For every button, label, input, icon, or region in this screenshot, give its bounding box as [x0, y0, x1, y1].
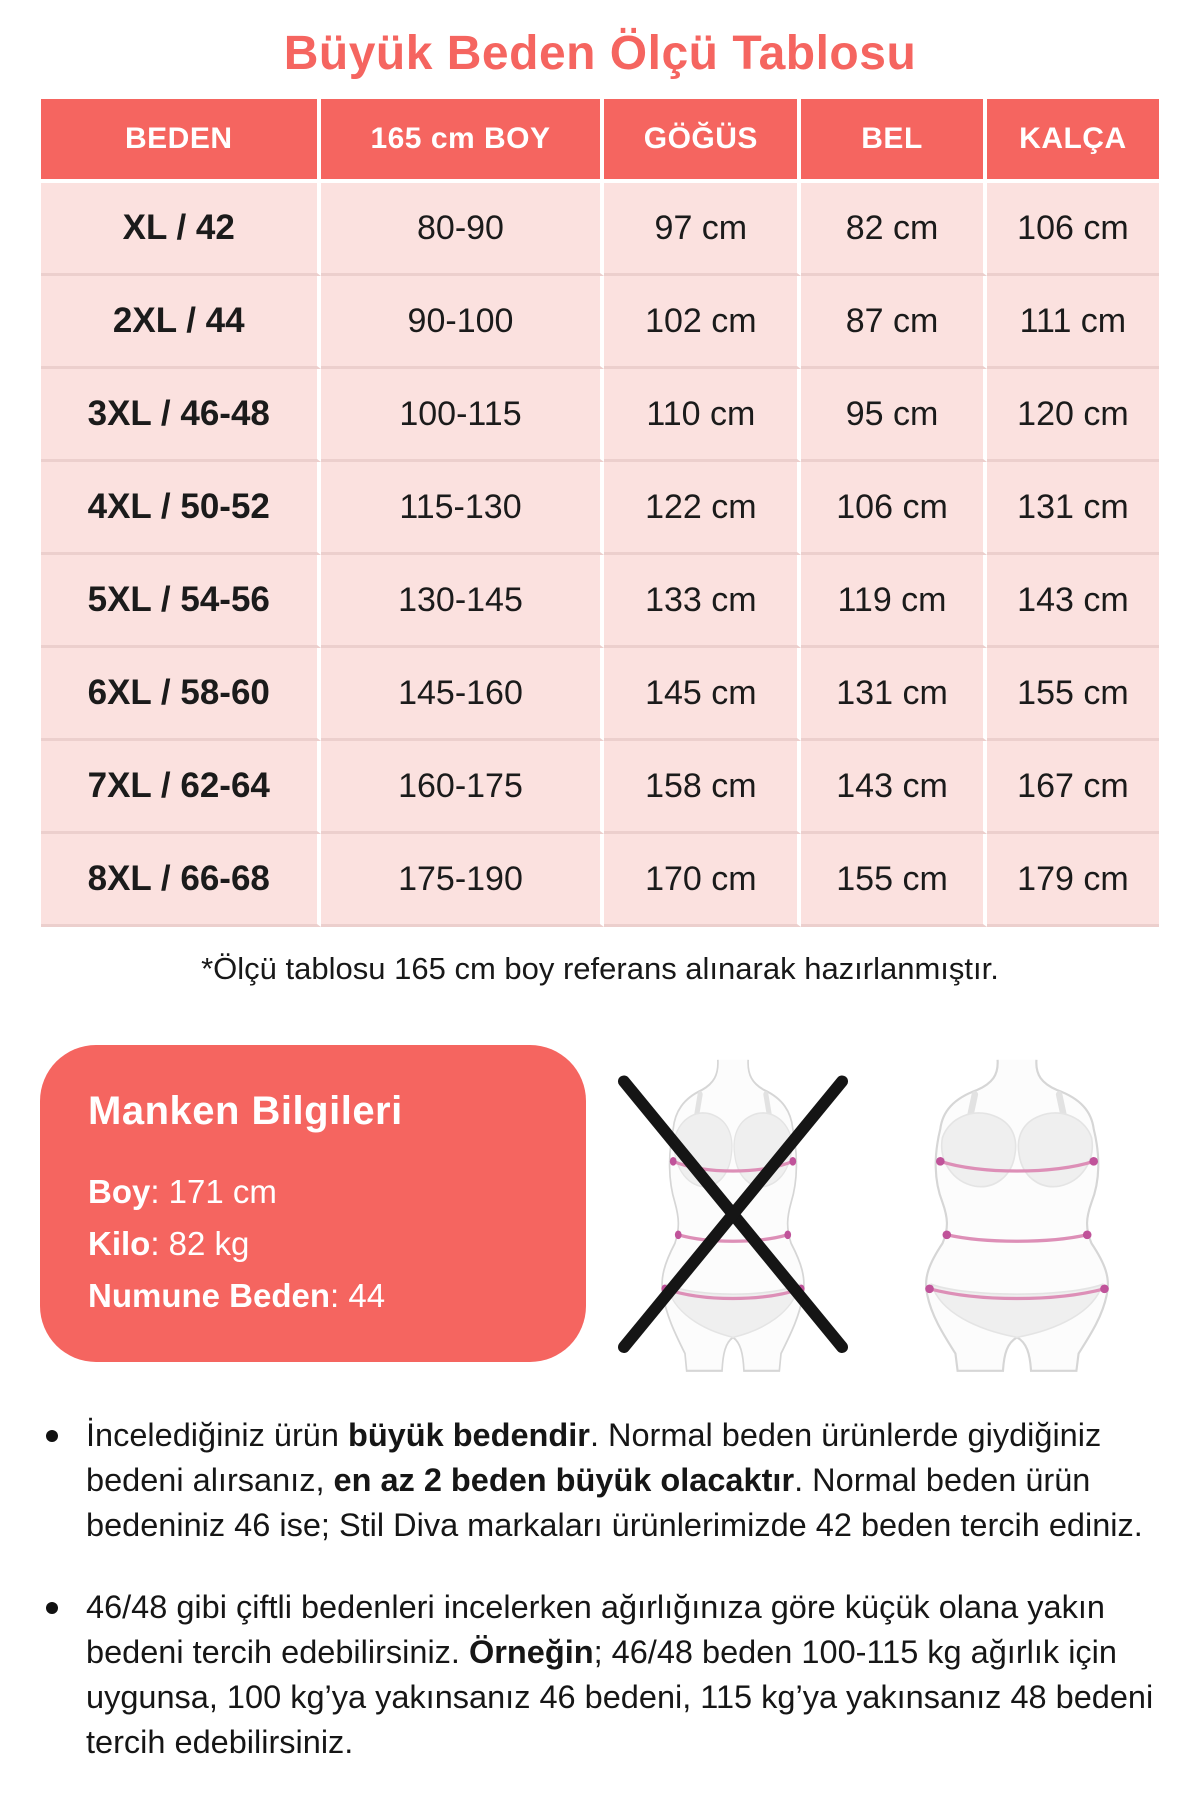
note-text-bold: en az 2 beden büyük olacaktır [333, 1462, 795, 1499]
cell-beden: 2XL / 44 [41, 276, 321, 369]
table-row: XL / 42 80-90 97 cm 82 cm 106 cm [41, 183, 1159, 276]
cell-boy: 130-145 [320, 555, 605, 648]
model-info-section: Manken Bilgileri Boy: 171 cm Kilo: 82 kg… [40, 1045, 1164, 1373]
cell-kalca: 131 cm [986, 462, 1159, 555]
table-row: 3XL / 46-48 100-115 110 cm 95 cm 120 cm [41, 369, 1159, 462]
table-row: 2XL / 44 90-100 102 cm 87 cm 111 cm [41, 276, 1159, 369]
cell-boy: 115-130 [320, 462, 605, 555]
cell-beden: 7XL / 62-64 [41, 741, 321, 834]
plus-size-figure-icon [924, 1059, 1110, 1372]
notes-list: İncelediğiniz ürün büyük bedendir. Norma… [42, 1413, 1170, 1765]
cell-boy: 145-160 [320, 648, 605, 741]
column-header-kalca: KALÇA [986, 99, 1159, 183]
cell-gogus: 110 cm [604, 369, 802, 462]
cell-bel: 87 cm [801, 276, 987, 369]
cell-gogus: 133 cm [604, 555, 802, 648]
note-item: İncelediğiniz ürün büyük bedendir. Norma… [42, 1413, 1170, 1549]
note-text: İncelediğiniz ürün [86, 1417, 348, 1453]
note-text: 46/48 gibi çiftli bedenleri incelerken a… [86, 1588, 1105, 1670]
page-title: Büyük Beden Ölçü Tablosu [283, 27, 917, 80]
cell-bel: 95 cm [801, 369, 987, 462]
cell-boy: 80-90 [320, 183, 605, 276]
cell-kalca: 143 cm [986, 555, 1159, 648]
column-header-beden: BEDEN [41, 99, 321, 183]
cell-boy: 160-175 [320, 741, 605, 834]
cell-beden: 3XL / 46-48 [41, 369, 321, 462]
cell-bel: 106 cm [801, 462, 987, 555]
table-row: 4XL / 50-52 115-130 122 cm 106 cm 131 cm [41, 462, 1159, 555]
table-footnote: *Ölçü tablosu 165 cm boy referans alınar… [201, 951, 999, 986]
cell-gogus: 102 cm [604, 276, 802, 369]
model-info-label: Numune Beden [88, 1277, 331, 1315]
cell-gogus: 122 cm [604, 462, 802, 555]
model-info-value: : 44 [330, 1277, 386, 1315]
note-text-bold: büyük bedendir [347, 1417, 590, 1453]
figure-comparison [586, 1045, 1164, 1373]
cell-gogus: 158 cm [604, 741, 802, 834]
model-info-row-kilo: Kilo: 82 kg [88, 1218, 546, 1270]
cell-bel: 82 cm [801, 183, 987, 276]
note-text: . Normal beden ürün bedeniniz 46 ise; St… [86, 1462, 1143, 1544]
cell-boy: 175-190 [320, 834, 605, 927]
model-info-label: Boy [88, 1173, 151, 1210]
cell-bel: 131 cm [801, 648, 987, 741]
column-header-boy: 165 cm BOY [320, 99, 605, 183]
plus-size-figure [924, 1059, 1110, 1372]
cell-beden: 6XL / 58-60 [41, 648, 321, 741]
table-row: 6XL / 58-60 145-160 145 cm 131 cm 155 cm [41, 648, 1159, 741]
size-table: BEDEN 165 cm BOY GÖĞÜS BEL KALÇA XL / 42… [41, 99, 1159, 927]
cell-beden: 8XL / 66-68 [41, 834, 321, 927]
x-mark-icon [617, 1075, 849, 1354]
cell-boy: 100-115 [320, 369, 605, 462]
cell-beden: 5XL / 54-56 [41, 555, 321, 648]
model-info-title: Manken Bilgileri [88, 1089, 403, 1133]
cell-bel: 143 cm [801, 741, 987, 834]
model-info-value: : 82 kg [150, 1225, 250, 1263]
note-text: . Normal beden ürünlerde giydiğiniz bede… [86, 1417, 1102, 1499]
cell-gogus: 170 cm [604, 834, 802, 927]
model-info-value: : 171 cm [150, 1173, 277, 1210]
table-header-row: BEDEN 165 cm BOY GÖĞÜS BEL KALÇA [41, 99, 1159, 183]
table-row: 5XL / 54-56 130-145 133 cm 119 cm 143 cm [41, 555, 1159, 648]
table-row: 8XL / 66-68 175-190 170 cm 155 cm 179 cm [41, 834, 1159, 927]
cell-kalca: 111 cm [986, 276, 1159, 369]
column-header-gogus: GÖĞÜS [604, 99, 802, 183]
cell-beden: 4XL / 50-52 [41, 462, 321, 555]
table-row: 7XL / 62-64 160-175 158 cm 143 cm 167 cm [41, 741, 1159, 834]
cell-kalca: 179 cm [986, 834, 1159, 927]
cell-bel: 119 cm [801, 555, 987, 648]
note-text: ; 46/48 beden 100-115 kg ağırlık için uy… [86, 1633, 1154, 1761]
crossed-out-slim-figure-icon [617, 1059, 849, 1372]
cell-kalca: 167 cm [986, 741, 1159, 834]
model-info-card: Manken Bilgileri Boy: 171 cm Kilo: 82 kg… [40, 1045, 586, 1363]
cell-kalca: 120 cm [986, 369, 1159, 462]
note-item: 46/48 gibi çiftli bedenleri incelerken a… [42, 1585, 1170, 1766]
cell-gogus: 97 cm [604, 183, 802, 276]
cell-boy: 90-100 [320, 276, 605, 369]
cell-beden: XL / 42 [41, 183, 321, 276]
model-info-row-boy: Boy: 171 cm [88, 1166, 546, 1218]
cell-gogus: 145 cm [604, 648, 802, 741]
model-info-label: Kilo [88, 1225, 151, 1263]
cell-bel: 155 cm [801, 834, 987, 927]
model-info-row-numune: Numune Beden: 44 [88, 1270, 546, 1322]
note-text-bold: Örneğin [469, 1633, 594, 1670]
cell-kalca: 155 cm [986, 648, 1159, 741]
cell-kalca: 106 cm [986, 183, 1159, 276]
column-header-bel: BEL [801, 99, 987, 183]
